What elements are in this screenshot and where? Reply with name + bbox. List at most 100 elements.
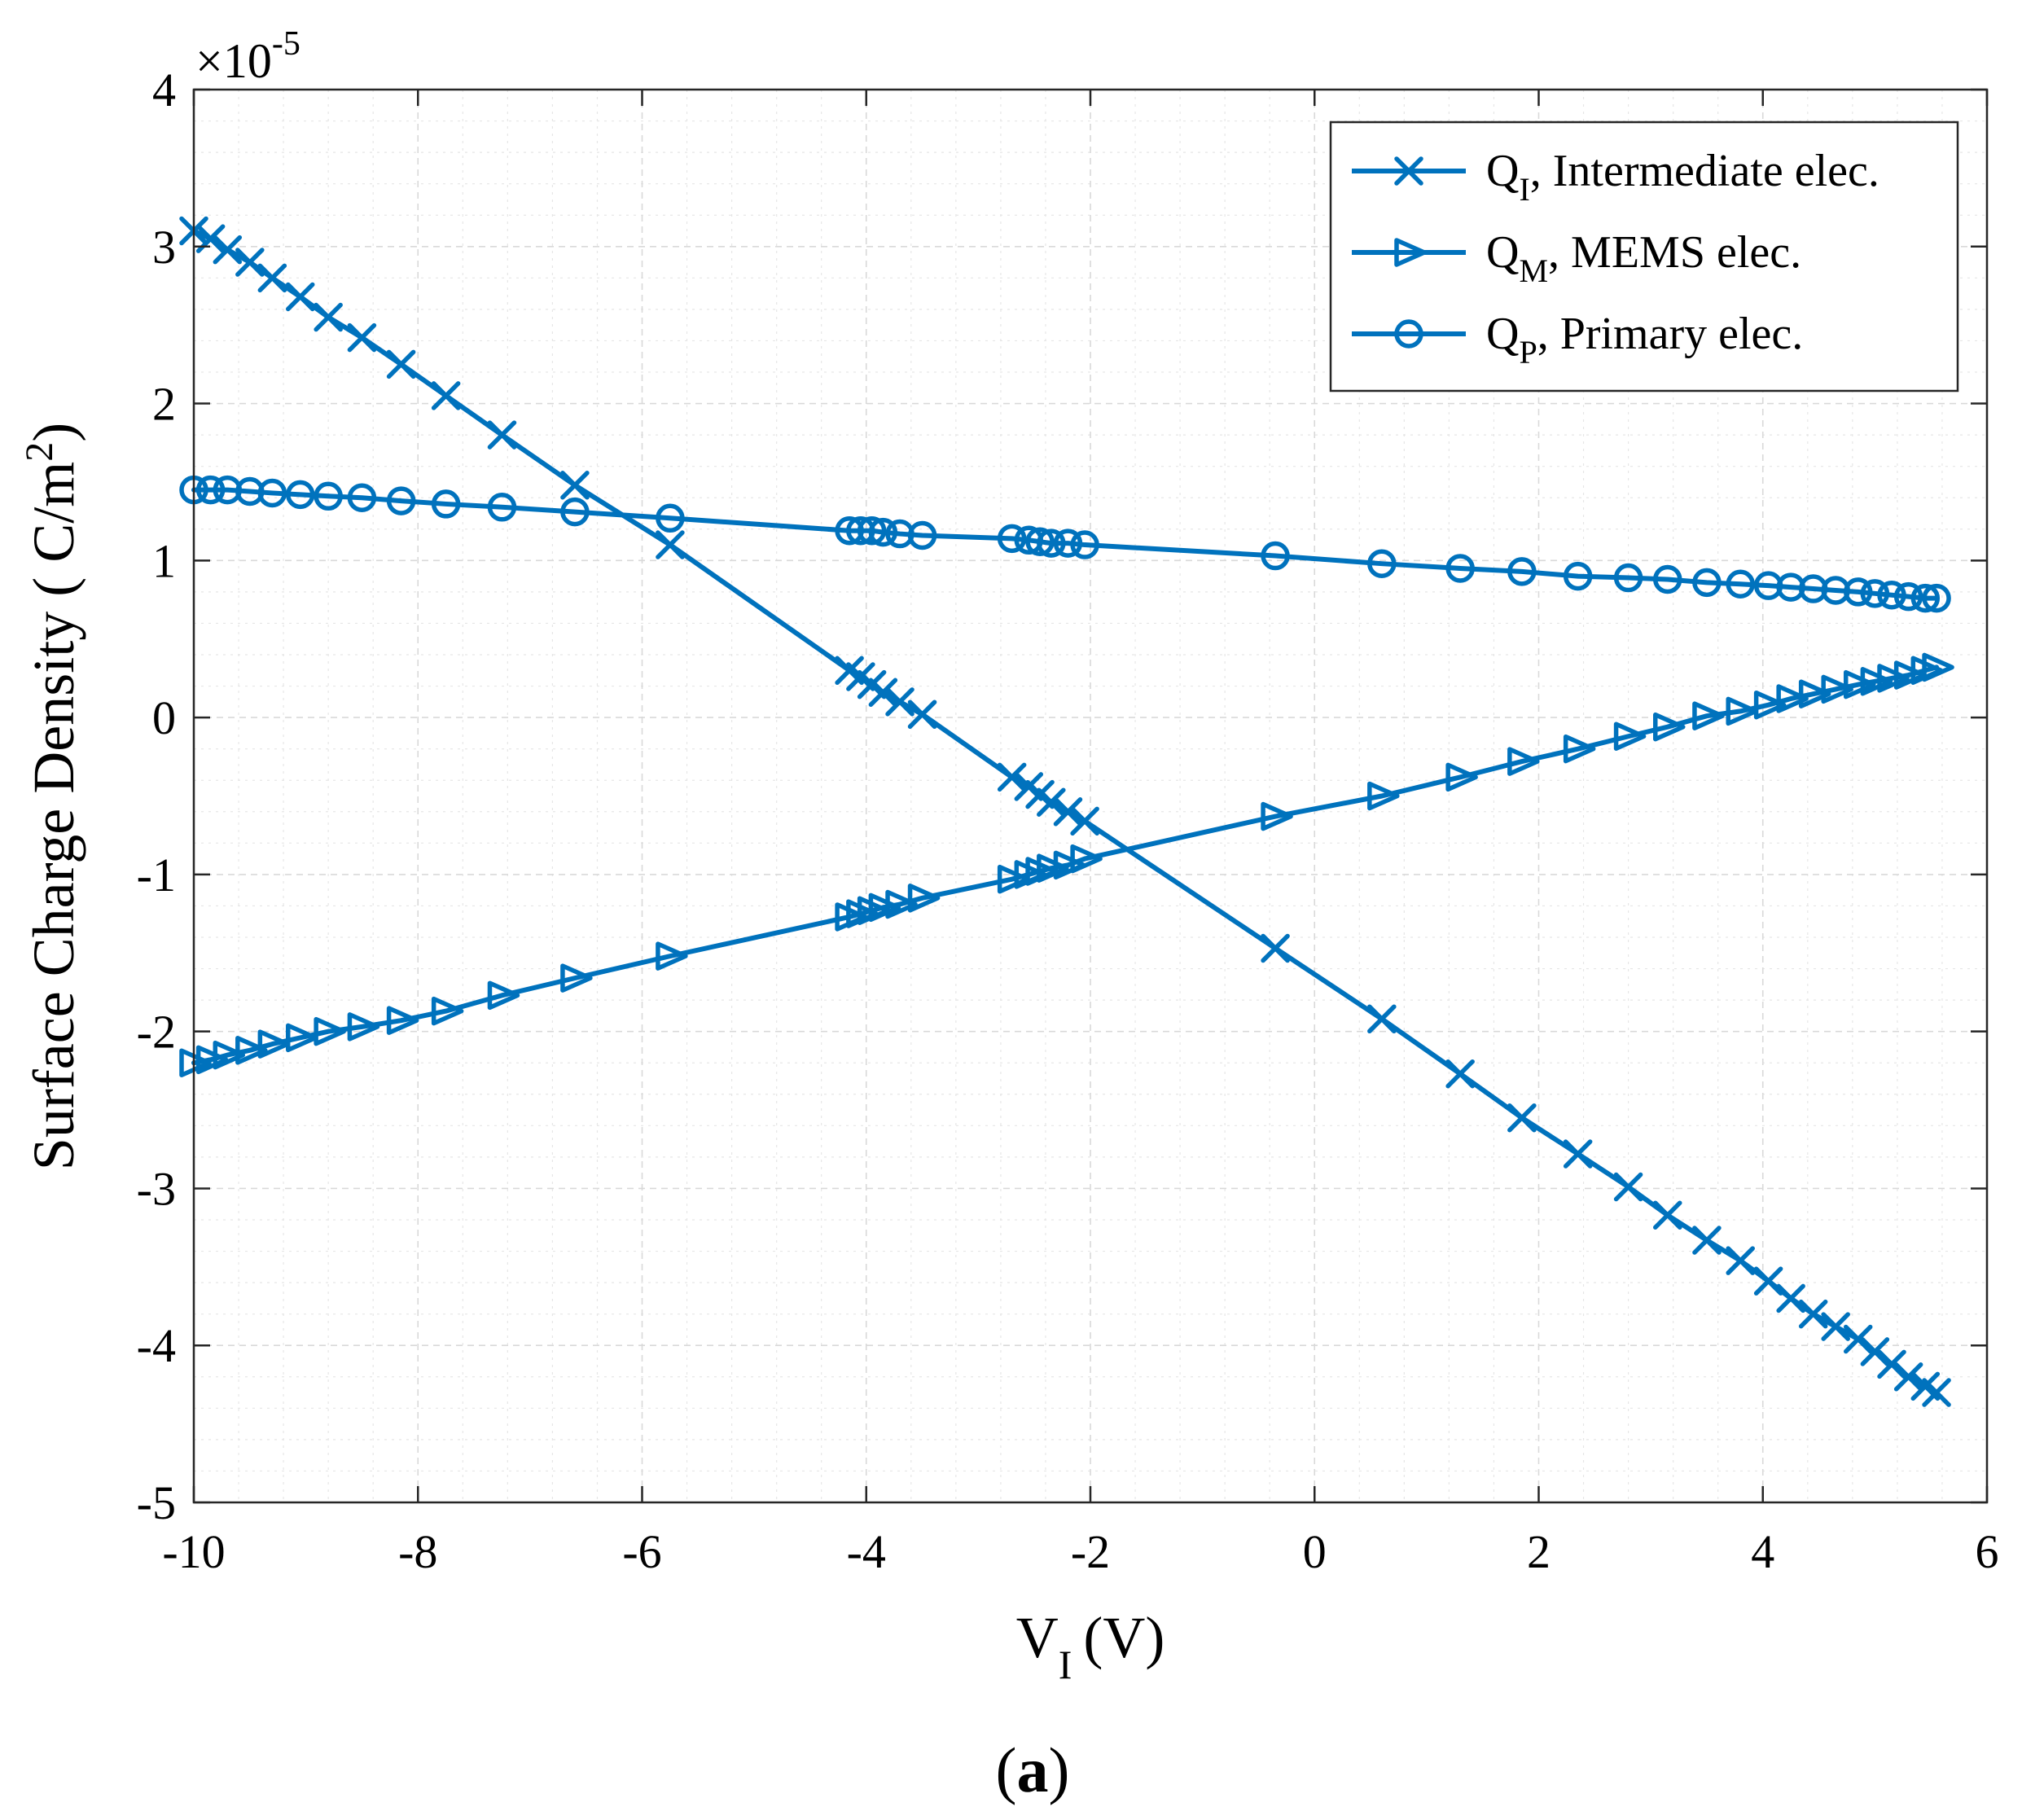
- data-point: [997, 524, 1027, 554]
- data-point: [347, 483, 377, 512]
- data-point: [656, 941, 688, 971]
- data-point: [1070, 806, 1099, 836]
- data-point: [179, 1048, 212, 1077]
- data-point: [386, 349, 416, 379]
- y-tick-label: 3: [152, 221, 176, 274]
- data-point: [1798, 679, 1831, 708]
- data-point: [1692, 568, 1722, 598]
- data-point: [1653, 564, 1682, 594]
- data-point: [1922, 1378, 1951, 1407]
- data-point: [1860, 1337, 1890, 1366]
- data-point: [431, 381, 461, 410]
- data-point: [257, 478, 287, 508]
- legend-marker: [1394, 319, 1423, 349]
- data-point: [1877, 664, 1910, 693]
- data-point: [235, 1036, 268, 1065]
- data-point: [1692, 701, 1725, 730]
- data-point: [907, 884, 941, 913]
- data-point: [487, 980, 520, 1011]
- x-tick-label: -4: [847, 1525, 886, 1578]
- series-3: [179, 475, 1951, 613]
- data-point: [1877, 580, 1906, 610]
- data-point: [1613, 563, 1643, 593]
- data-point: [857, 515, 887, 546]
- data-point: [560, 471, 590, 500]
- legend: QI, Intermediate elec. QM, MEMS elec. QP, …: [1329, 121, 1959, 393]
- data-point: [885, 687, 915, 717]
- data-point: [235, 248, 265, 277]
- data-point: [1613, 1172, 1643, 1202]
- data-point: [1261, 801, 1293, 831]
- data-point: [1860, 579, 1890, 608]
- data-point: [1053, 797, 1083, 827]
- data-point: [1261, 541, 1290, 571]
- data-point: [386, 486, 416, 515]
- data-point: [560, 497, 590, 527]
- data-point: [195, 1045, 229, 1075]
- x-tick-label: 2: [1527, 1525, 1550, 1578]
- data-point: [1877, 1349, 1906, 1379]
- legend-item: QP, Primary elec.: [1352, 309, 1803, 371]
- data-point: [1726, 1246, 1755, 1275]
- series-line: [191, 664, 1940, 1066]
- data-point: [997, 864, 1030, 894]
- data-point: [1367, 781, 1400, 811]
- data-point: [1563, 734, 1596, 764]
- data-point: [868, 892, 901, 923]
- data-point: [431, 489, 461, 519]
- series-2: [179, 652, 1954, 1077]
- data-point: [907, 699, 937, 730]
- data-point: [1037, 787, 1066, 817]
- data-point: [1037, 853, 1069, 883]
- y-scale-exponent: -5: [272, 25, 300, 63]
- data-point: [1367, 549, 1397, 578]
- legend-marker: [1394, 156, 1423, 186]
- data-point: [1507, 747, 1540, 776]
- data-point: [257, 1029, 291, 1059]
- data-point: [1843, 669, 1876, 699]
- data-point: [1445, 1059, 1475, 1089]
- x-tick-label: -2: [1071, 1525, 1110, 1578]
- y-tick-label: -1: [137, 849, 176, 901]
- y-tick-label: -5: [137, 1476, 176, 1529]
- x-axis-label: VI (V): [1016, 1605, 1165, 1687]
- x-tick-label: 0: [1303, 1525, 1327, 1578]
- data-point: [1798, 1299, 1828, 1329]
- data-point: [1726, 696, 1758, 726]
- data-point: [285, 282, 315, 312]
- data-point: [213, 1040, 246, 1070]
- x-tick-label: -6: [622, 1525, 661, 1578]
- data-point: [213, 235, 243, 265]
- data-point: [347, 322, 377, 353]
- x-tick-label: 6: [1976, 1525, 1999, 1578]
- data-point: [1893, 1362, 1923, 1392]
- data-point: [1821, 674, 1853, 704]
- data-point: [1843, 577, 1873, 607]
- data-point: [997, 762, 1027, 792]
- legend-label: QI, Intermediate elec.: [1486, 146, 1879, 208]
- y-tick-label: 2: [152, 378, 176, 431]
- data-point: [560, 963, 593, 993]
- data-point: [1893, 581, 1923, 612]
- series-layer: [179, 216, 1954, 1407]
- data-point: [431, 996, 464, 1026]
- data-point: [1843, 1324, 1873, 1354]
- data-point: [868, 678, 898, 708]
- legend-box: [1329, 121, 1959, 393]
- data-point: [314, 481, 343, 511]
- data-point: [347, 1012, 380, 1042]
- data-point: [1653, 712, 1686, 742]
- data-point: [1821, 1312, 1850, 1341]
- x-tick-label: -10: [162, 1525, 225, 1578]
- data-point: [386, 1006, 419, 1035]
- y-tick-label: -3: [137, 1162, 176, 1215]
- y-tick-label: 4: [152, 64, 176, 116]
- legend-item: QI, Intermediate elec.: [1352, 146, 1879, 208]
- series-line: [191, 487, 1940, 601]
- series-1: [179, 216, 1951, 1407]
- x-tick-label: 4: [1751, 1525, 1774, 1578]
- tick-layer: [192, 88, 1989, 1504]
- x-tick-label: -8: [398, 1525, 437, 1578]
- data-point: [314, 1016, 346, 1046]
